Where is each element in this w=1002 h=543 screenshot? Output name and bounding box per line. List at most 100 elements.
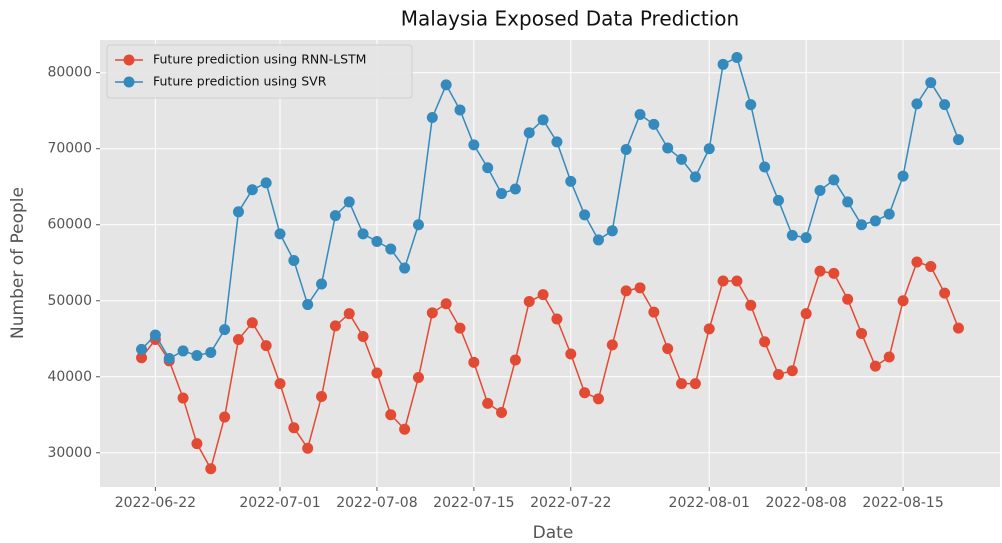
data-point — [523, 127, 535, 139]
x-tick-label: 2022-07-01 — [239, 495, 320, 511]
data-point — [468, 139, 480, 151]
data-point — [246, 317, 258, 329]
data-point — [343, 196, 355, 208]
data-point — [219, 411, 231, 423]
data-point — [232, 206, 244, 218]
data-point — [551, 313, 563, 325]
data-point — [606, 225, 618, 237]
data-point — [454, 104, 466, 116]
data-point — [592, 234, 604, 246]
data-point — [454, 322, 466, 334]
data-point — [412, 219, 424, 231]
data-point — [537, 114, 549, 126]
data-point — [191, 438, 203, 450]
data-point — [869, 215, 881, 227]
data-point — [952, 134, 964, 146]
data-point — [731, 275, 743, 287]
data-point — [509, 183, 521, 195]
data-point — [634, 282, 646, 294]
y-tick-label: 60000 — [47, 217, 92, 233]
x-tick-label: 2022-06-22 — [115, 495, 196, 511]
data-point — [814, 265, 826, 277]
data-point — [565, 175, 577, 187]
data-point — [136, 352, 148, 364]
data-point — [246, 184, 258, 196]
data-point — [606, 339, 618, 351]
data-point — [842, 293, 854, 305]
data-point — [496, 188, 508, 200]
data-point — [371, 235, 383, 247]
legend-marker — [123, 54, 135, 66]
data-point — [717, 275, 729, 287]
data-point — [731, 51, 743, 63]
data-point — [911, 256, 923, 268]
data-point — [786, 229, 798, 241]
plot-area — [100, 40, 1000, 487]
data-point — [772, 368, 784, 380]
data-point — [703, 323, 715, 335]
data-point — [426, 112, 438, 124]
data-point — [329, 210, 341, 222]
chart-title: Malaysia Exposed Data Prediction — [401, 7, 739, 31]
data-point — [759, 161, 771, 173]
data-point — [689, 171, 701, 183]
data-point — [136, 343, 148, 355]
data-point — [412, 372, 424, 384]
grid: 30000 40000 50000 60000 70000 80000 2022-06-22… — [47, 40, 1000, 511]
data-point — [357, 330, 369, 342]
data-point — [772, 194, 784, 206]
data-point — [440, 79, 452, 91]
data-point — [939, 287, 951, 299]
data-point — [856, 219, 868, 231]
data-point — [343, 308, 355, 320]
data-point — [205, 346, 217, 358]
data-point — [260, 177, 272, 189]
data-point — [316, 391, 328, 403]
x-tick-label: 2022-08-15 — [862, 495, 943, 511]
x-tick-label: 2022-07-08 — [336, 495, 417, 511]
legend-box — [106, 44, 413, 99]
data-point — [842, 196, 854, 208]
data-point — [800, 232, 812, 244]
y-tick-label: 30000 — [47, 445, 92, 461]
data-point — [689, 378, 701, 390]
data-point — [952, 322, 964, 334]
data-point — [274, 228, 286, 240]
data-point — [828, 267, 840, 279]
data-point — [856, 327, 868, 339]
data-point — [260, 340, 272, 352]
x-axis-label: Date — [533, 523, 574, 543]
data-point — [482, 397, 494, 409]
data-point — [883, 351, 895, 363]
legend-label: Future prediction using RNN-LSTM — [153, 52, 366, 67]
data-point — [426, 307, 438, 319]
data-point — [205, 463, 217, 475]
data-point — [703, 143, 715, 155]
data-point — [440, 298, 452, 310]
data-point — [925, 77, 937, 89]
data-point — [662, 343, 674, 355]
marks — [136, 51, 964, 475]
data-point — [925, 261, 937, 273]
legend: Future prediction using RNN-LSTM Future p… — [106, 44, 413, 99]
data-point — [385, 243, 397, 255]
data-point — [523, 296, 535, 308]
data-point — [800, 308, 812, 320]
data-point — [676, 153, 688, 165]
data-point — [897, 170, 909, 182]
data-point — [883, 208, 895, 220]
data-point — [648, 118, 660, 130]
data-point — [232, 334, 244, 346]
data-point — [911, 98, 923, 110]
data-point — [579, 387, 591, 399]
data-point — [149, 329, 161, 341]
data-point — [717, 58, 729, 70]
data-point — [620, 143, 632, 155]
data-point — [745, 299, 757, 311]
data-point — [177, 392, 189, 404]
data-point — [869, 360, 881, 372]
data-point — [357, 228, 369, 240]
data-point — [509, 354, 521, 366]
data-point — [676, 378, 688, 390]
